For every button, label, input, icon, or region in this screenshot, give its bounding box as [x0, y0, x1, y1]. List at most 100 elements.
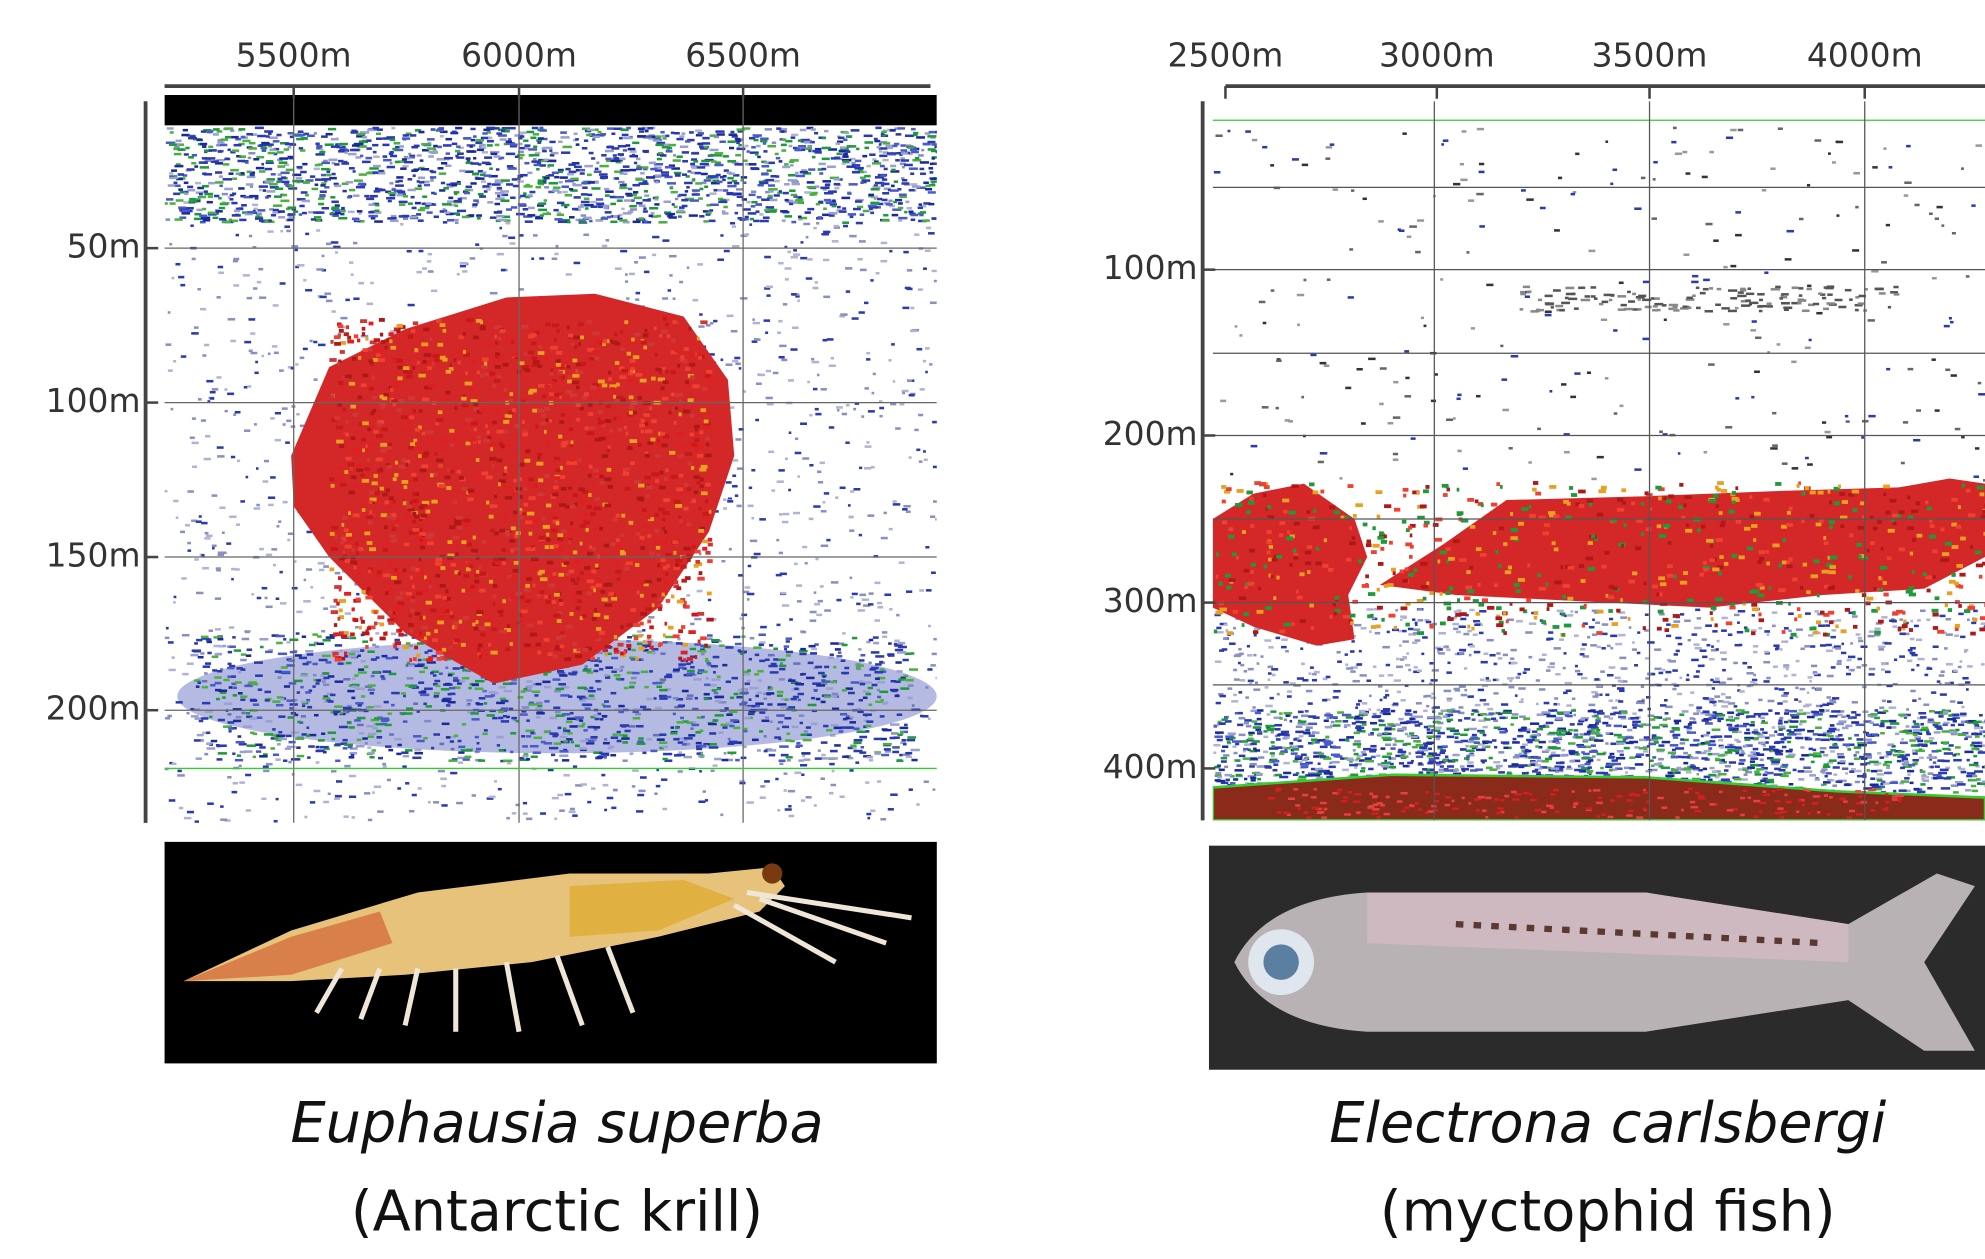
echo-speckle — [569, 811, 576, 814]
echo-speckle — [419, 176, 422, 179]
echo-speckle — [172, 277, 175, 280]
echo-speckle — [677, 155, 683, 158]
echo-speckle — [708, 543, 713, 547]
echo-speckle — [812, 287, 818, 290]
echo-speckle — [255, 127, 264, 130]
echo-speckle — [757, 196, 762, 199]
echo-speckle — [898, 207, 903, 210]
echo-speckle — [905, 135, 914, 138]
echo-speckle — [238, 735, 242, 738]
echo-speckle — [575, 138, 579, 141]
echo-speckle — [662, 746, 668, 749]
echo-speckle — [344, 765, 350, 768]
echo-speckle — [548, 164, 554, 167]
echo-speckle — [165, 202, 168, 205]
echo-speckle — [199, 515, 202, 518]
echo-speckle — [531, 557, 538, 561]
echo-speckle — [561, 151, 570, 154]
echo-speckle — [262, 587, 268, 590]
echo-speckle — [830, 642, 838, 645]
echo-speckle — [552, 678, 560, 681]
echo-speckle — [166, 343, 172, 346]
echo-speckle — [792, 326, 799, 329]
echo-speckle — [282, 671, 291, 674]
echo-speckle — [593, 714, 598, 717]
echo-speckle — [554, 818, 557, 821]
echo-speckle — [544, 731, 550, 734]
echo-speckle — [496, 215, 504, 218]
echo-speckle — [883, 142, 890, 145]
echo-speckle — [893, 201, 897, 204]
echo-speckle — [832, 199, 835, 202]
echo-speckle — [259, 220, 264, 223]
echo-speckle — [457, 210, 466, 213]
echo-speckle — [713, 656, 720, 659]
echo-speckle — [559, 809, 565, 812]
echo-speckle — [530, 732, 534, 735]
echo-speckle — [523, 802, 527, 805]
echo-speckle — [714, 696, 723, 699]
echo-speckle — [928, 625, 931, 628]
echo-speckle — [301, 701, 307, 704]
echo-speckle — [819, 172, 823, 175]
echo-speckle — [749, 658, 752, 661]
echo-speckle — [455, 127, 462, 130]
echo-speckle — [734, 357, 740, 360]
echo-speckle — [907, 288, 913, 291]
echo-speckle — [888, 654, 894, 657]
echo-speckle — [778, 262, 784, 265]
echo-speckle — [744, 586, 750, 589]
echo-speckle — [557, 202, 564, 205]
echo-speckle — [458, 751, 464, 754]
echo-speckle — [704, 698, 709, 701]
echo-speckle — [232, 220, 238, 223]
echo-speckle — [166, 627, 169, 630]
echo-speckle — [533, 145, 537, 148]
echo-speckle — [727, 315, 734, 318]
echo-speckle — [391, 127, 395, 130]
echo-speckle — [706, 194, 709, 197]
echo-speckle — [170, 131, 174, 134]
echo-speckle — [800, 648, 806, 651]
echo-speckle — [896, 670, 902, 673]
echo-speckle — [391, 692, 400, 695]
echo-speckle — [605, 666, 613, 669]
echo-speckle — [458, 761, 463, 764]
echo-speckle — [663, 201, 671, 204]
echo-speckle — [877, 146, 881, 149]
echo-speckle — [348, 511, 351, 515]
echo-speckle — [223, 178, 232, 181]
echo-speckle — [623, 149, 627, 152]
echo-speckle — [201, 554, 204, 557]
echo-speckle — [330, 196, 335, 199]
echo-speckle — [324, 292, 331, 295]
echo-speckle — [339, 726, 348, 729]
echo-speckle — [928, 718, 931, 721]
echo-speckle — [184, 817, 192, 820]
echo-speckle — [254, 507, 261, 510]
echo-speckle — [650, 750, 657, 753]
echo-speckle — [866, 813, 871, 816]
echo-speckle — [591, 787, 595, 790]
echo-speckle — [346, 181, 353, 184]
echo-speckle — [625, 273, 628, 276]
echo-speckle — [586, 134, 592, 137]
echo-speckle — [526, 758, 530, 761]
echo-speckle — [723, 507, 727, 510]
echo-speckle — [740, 297, 747, 300]
echo-speckle — [366, 139, 371, 142]
echo-speckle — [366, 725, 373, 728]
echo-speckle — [732, 193, 736, 196]
echo-speckle — [326, 174, 331, 177]
echo-speckle — [501, 129, 505, 132]
echo-speckle — [731, 677, 738, 680]
echo-speckle — [683, 547, 690, 551]
echo-speckle — [625, 730, 631, 733]
echo-speckle — [426, 705, 432, 708]
echo-speckle — [781, 754, 789, 757]
echo-speckle — [898, 678, 905, 681]
echo-speckle — [903, 743, 907, 746]
echo-speckle — [535, 186, 541, 189]
echo-speckle — [859, 659, 865, 662]
echo-speckle — [695, 560, 700, 564]
